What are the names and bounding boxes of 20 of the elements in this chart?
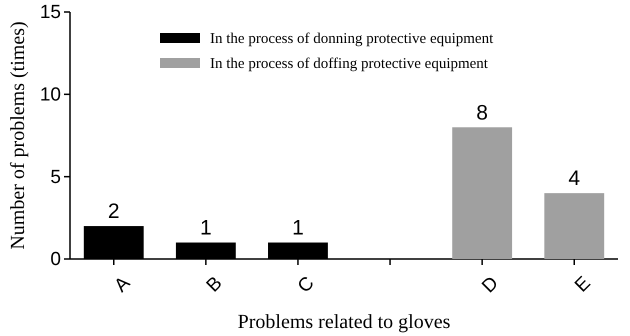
x-tick-label: B [202, 272, 226, 297]
data-label: 1 [292, 216, 304, 240]
y-tick-label: 10 [40, 84, 61, 106]
y-tick-label: 0 [50, 249, 61, 270]
data-label: 2 [108, 200, 120, 224]
y-tick-label: 5 [50, 166, 61, 188]
x-tick-label: E [571, 272, 595, 297]
legend-label: In the process of donning protective equipment [210, 31, 494, 47]
data-label: 1 [200, 216, 212, 240]
data-label: 8 [476, 101, 488, 124]
y-axis-title: Number of problems (times) [7, 21, 29, 250]
bar [452, 127, 512, 259]
x-tick-label: C [294, 272, 319, 298]
data-label: 4 [568, 167, 580, 190]
legend-label: In the process of doffing protective equipment [210, 56, 489, 72]
bar [544, 193, 604, 259]
x-tick-label: A [110, 272, 135, 297]
x-axis-title: Problems related to gloves [238, 311, 451, 333]
y-tick-label: 15 [40, 2, 61, 24]
x-tick-label: D [478, 272, 503, 298]
